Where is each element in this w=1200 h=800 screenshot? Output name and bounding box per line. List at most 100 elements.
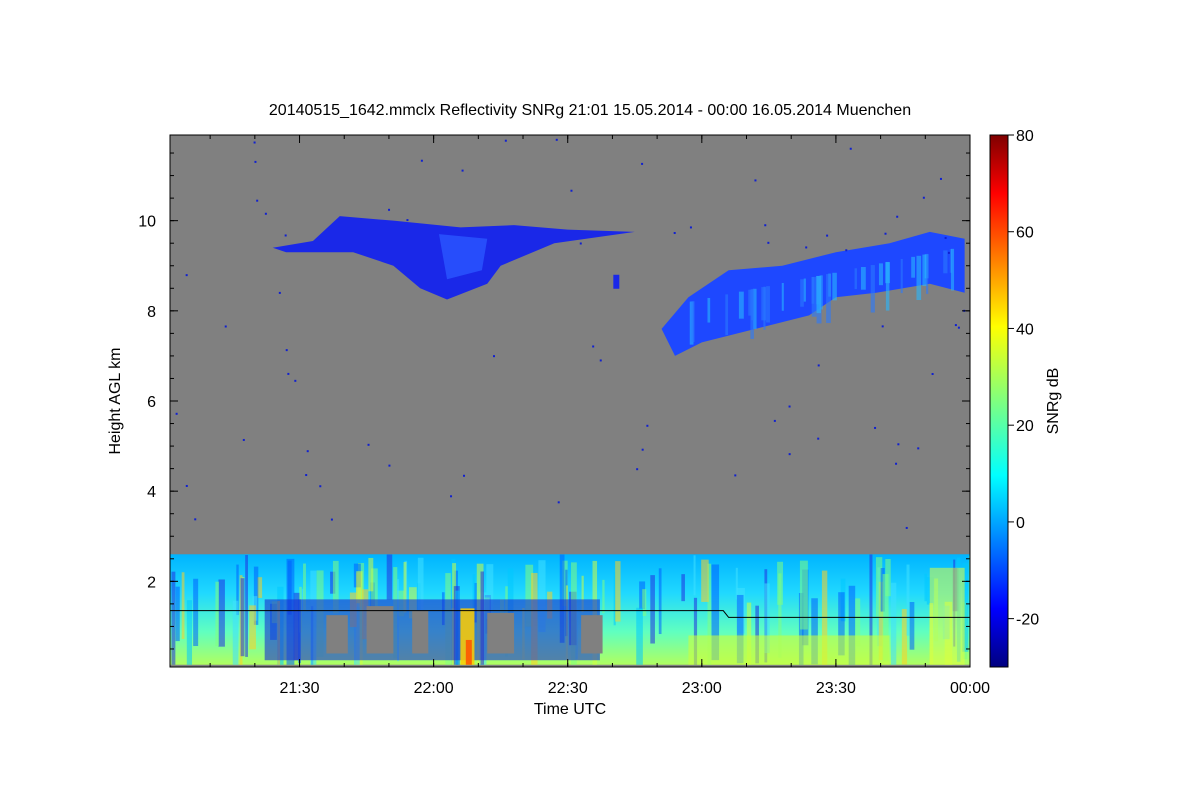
echo-streak bbox=[707, 563, 712, 665]
noise-speck bbox=[849, 147, 852, 150]
noise-speck bbox=[224, 325, 227, 328]
cloud-streak bbox=[916, 255, 922, 301]
x-tick-label: 21:30 bbox=[280, 680, 320, 697]
noise-speck bbox=[931, 373, 934, 376]
noise-speck bbox=[805, 246, 808, 249]
cloud-streak bbox=[832, 272, 837, 301]
echo-streak bbox=[562, 560, 568, 607]
echo-streak bbox=[386, 554, 393, 600]
cloud-streak bbox=[900, 258, 903, 294]
noise-speck bbox=[897, 443, 900, 446]
y-tick-label: 6 bbox=[147, 394, 156, 411]
noise-speck bbox=[895, 462, 898, 465]
noise-speck bbox=[420, 159, 423, 162]
echo-streak bbox=[906, 564, 910, 636]
echo-streak bbox=[249, 605, 256, 650]
noise-speck bbox=[555, 138, 558, 141]
noise-speck bbox=[917, 447, 920, 450]
noise-speck bbox=[185, 274, 188, 277]
echo-streak bbox=[838, 592, 845, 656]
cloud-streak bbox=[826, 274, 831, 324]
echo-streak bbox=[240, 578, 245, 657]
noise-speck bbox=[764, 224, 767, 227]
x-tick-label: 22:30 bbox=[548, 680, 588, 697]
echo-streak bbox=[303, 563, 306, 612]
echo-streak bbox=[171, 571, 176, 665]
colorbar-tick-label: 0 bbox=[1016, 515, 1025, 532]
echo-streak bbox=[901, 608, 908, 665]
noise-speck bbox=[254, 160, 257, 163]
echo-streak bbox=[232, 600, 239, 665]
noise-speck bbox=[388, 464, 391, 467]
echo-streak bbox=[215, 581, 219, 646]
noise-speck bbox=[504, 139, 507, 142]
cloud-streak bbox=[816, 275, 822, 314]
y-tick-label: 10 bbox=[138, 214, 156, 231]
y-tick-label: 4 bbox=[147, 484, 156, 501]
cloud-streak bbox=[750, 289, 754, 339]
echo-streak bbox=[869, 554, 873, 665]
echo-gap bbox=[487, 612, 515, 654]
cloud-streak bbox=[803, 278, 806, 302]
echo-streak bbox=[681, 574, 685, 602]
cloud-streak bbox=[870, 265, 875, 313]
colorbar-tick-label: 40 bbox=[1016, 321, 1034, 338]
colorbar-tick-label: -20 bbox=[1016, 612, 1039, 629]
echo-streak bbox=[811, 598, 818, 665]
surface-echo bbox=[688, 635, 890, 665]
x-tick-label: 23:30 bbox=[816, 680, 856, 697]
cloud-streak bbox=[885, 261, 890, 311]
x-tick-label: 00:00 bbox=[950, 680, 990, 697]
echo-streak bbox=[332, 560, 339, 614]
noise-speck bbox=[754, 179, 757, 182]
cloud-streak bbox=[781, 282, 784, 311]
noise-speck bbox=[944, 236, 947, 239]
echo-streak bbox=[799, 560, 808, 630]
noise-speck bbox=[406, 219, 409, 222]
noise-speck bbox=[817, 364, 820, 367]
echo-streak bbox=[559, 554, 565, 643]
noise-speck bbox=[939, 177, 942, 180]
noise-speck bbox=[557, 501, 560, 504]
noise-speck bbox=[330, 518, 333, 521]
echo-streak bbox=[650, 575, 655, 644]
x-axis: 21:30 22:00 22:30 23:00 23:30 00:00 bbox=[209, 135, 990, 697]
y-tick-label: 2 bbox=[147, 574, 156, 591]
noise-speck bbox=[641, 162, 644, 165]
noise-speck bbox=[305, 474, 308, 477]
echo-streak bbox=[755, 605, 759, 664]
cloud-streak bbox=[748, 289, 752, 316]
noise-speck bbox=[175, 412, 178, 415]
echo-streak bbox=[968, 555, 970, 601]
x-tick-label: 23:00 bbox=[682, 680, 722, 697]
noise-speck bbox=[294, 379, 297, 382]
echo-features bbox=[170, 138, 970, 665]
echo-streak bbox=[613, 572, 616, 626]
colorbar-tick-label: 20 bbox=[1016, 418, 1034, 435]
echo-streak bbox=[175, 586, 180, 642]
cloud-streak bbox=[752, 288, 757, 330]
noise-speck bbox=[689, 226, 692, 229]
cloud-streak bbox=[950, 248, 955, 291]
echo-streak bbox=[602, 579, 605, 614]
noise-speck bbox=[461, 169, 464, 172]
cloud-streak bbox=[922, 254, 927, 287]
y-axis-label: Height AGL km bbox=[107, 347, 124, 454]
echo-streak bbox=[181, 572, 185, 639]
noise-speck bbox=[922, 196, 925, 199]
noise-speck bbox=[905, 526, 908, 529]
cloud-streak bbox=[854, 268, 857, 290]
low-echo-region bbox=[264, 599, 600, 661]
echo-streak bbox=[848, 585, 856, 665]
echo-streak bbox=[236, 564, 239, 616]
noise-speck bbox=[579, 242, 582, 245]
colorbar-label: SNRg dB bbox=[1045, 368, 1062, 435]
echo-streak bbox=[615, 561, 621, 622]
echo-streak bbox=[746, 602, 752, 665]
noise-speck bbox=[242, 438, 245, 441]
noise-speck bbox=[788, 405, 791, 408]
echo-streak bbox=[253, 566, 259, 625]
echo-streak bbox=[639, 581, 646, 610]
echo-streak bbox=[658, 568, 662, 635]
echo-gap bbox=[366, 606, 394, 654]
